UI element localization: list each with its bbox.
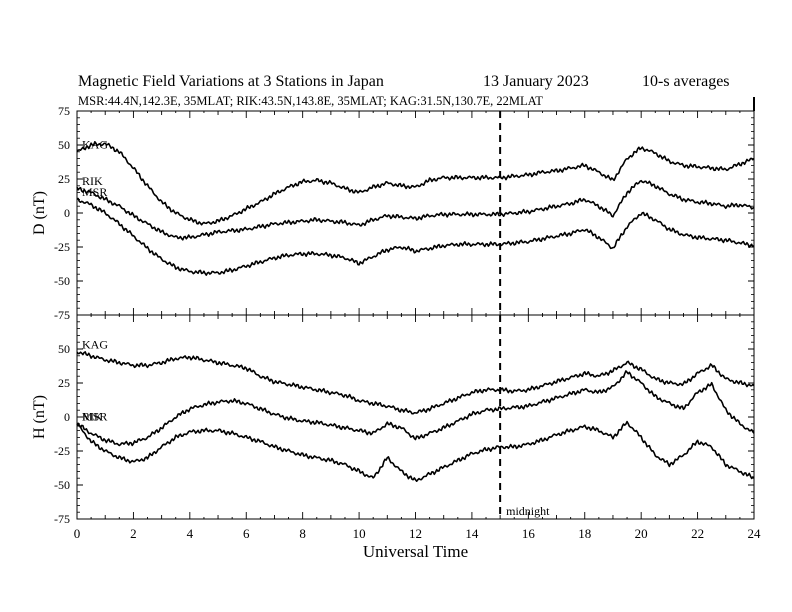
series-line-kag-bottom — [76, 351, 755, 415]
x-tick-label: 10 — [353, 526, 366, 541]
series-label-kag-bottom: KAG — [82, 337, 108, 351]
station-info: MSR:44.4N,142.3E, 35MLAT; RIK:43.5N,143.… — [78, 94, 543, 108]
y-tick-label: -25 — [54, 240, 70, 254]
x-axis-label: Universal Time — [363, 542, 468, 561]
y-tick-label: 50 — [58, 342, 70, 356]
y-tick-label: -50 — [54, 478, 70, 492]
series-label-msr-bottom: MSR — [82, 409, 107, 423]
x-tick-label: 0 — [74, 526, 81, 541]
series-line-rik-bottom — [76, 370, 755, 447]
x-tick-label: 24 — [748, 526, 762, 541]
y-tick-label: 0 — [64, 206, 70, 220]
series-line-rik-top — [76, 179, 755, 241]
midnight-annotation: midnight — [506, 504, 550, 518]
y-axis-label-top: D (nT) — [31, 191, 48, 235]
chart-date: 13 January 2023 — [483, 73, 589, 90]
series-line-kag-top — [76, 142, 755, 226]
x-tick-label: 18 — [578, 526, 591, 541]
y-tick-label: 75 — [58, 104, 70, 118]
x-tick-label: 4 — [187, 526, 194, 541]
y-tick-label: 50 — [58, 138, 70, 152]
y-tick-label: -25 — [54, 444, 70, 458]
series-label-msr-top: MSR — [82, 185, 107, 199]
chart-title: Magnetic Field Variations at 3 Stations … — [78, 73, 384, 90]
x-tick-label: 20 — [635, 526, 648, 541]
series-line-msr-bottom — [76, 420, 755, 483]
x-tick-label: 2 — [130, 526, 137, 541]
averaging-note: 10-s averages — [642, 73, 730, 90]
x-tick-label: 8 — [299, 526, 306, 541]
series-label-rik-top: RIK — [82, 174, 103, 188]
y-tick-label: -75 — [54, 512, 70, 526]
series-label-kag-top: KAG — [82, 137, 108, 151]
series-line-msr-top — [76, 197, 755, 276]
y-tick-label: 0 — [64, 410, 70, 424]
series-label-rik-bottom: RIK — [82, 409, 103, 423]
x-tick-label: 22 — [691, 526, 704, 541]
x-tick-label: 14 — [465, 526, 479, 541]
y-axis-label-bottom: H (nT) — [31, 395, 48, 439]
y-tick-label: 25 — [58, 172, 70, 186]
y-tick-label: -50 — [54, 274, 70, 288]
x-tick-label: 12 — [409, 526, 422, 541]
y-tick-label: -75 — [54, 308, 70, 322]
x-tick-label: 16 — [522, 526, 536, 541]
x-tick-label: 6 — [243, 526, 250, 541]
y-tick-label: 25 — [58, 376, 70, 390]
panel-frame-bottom — [76, 314, 755, 520]
